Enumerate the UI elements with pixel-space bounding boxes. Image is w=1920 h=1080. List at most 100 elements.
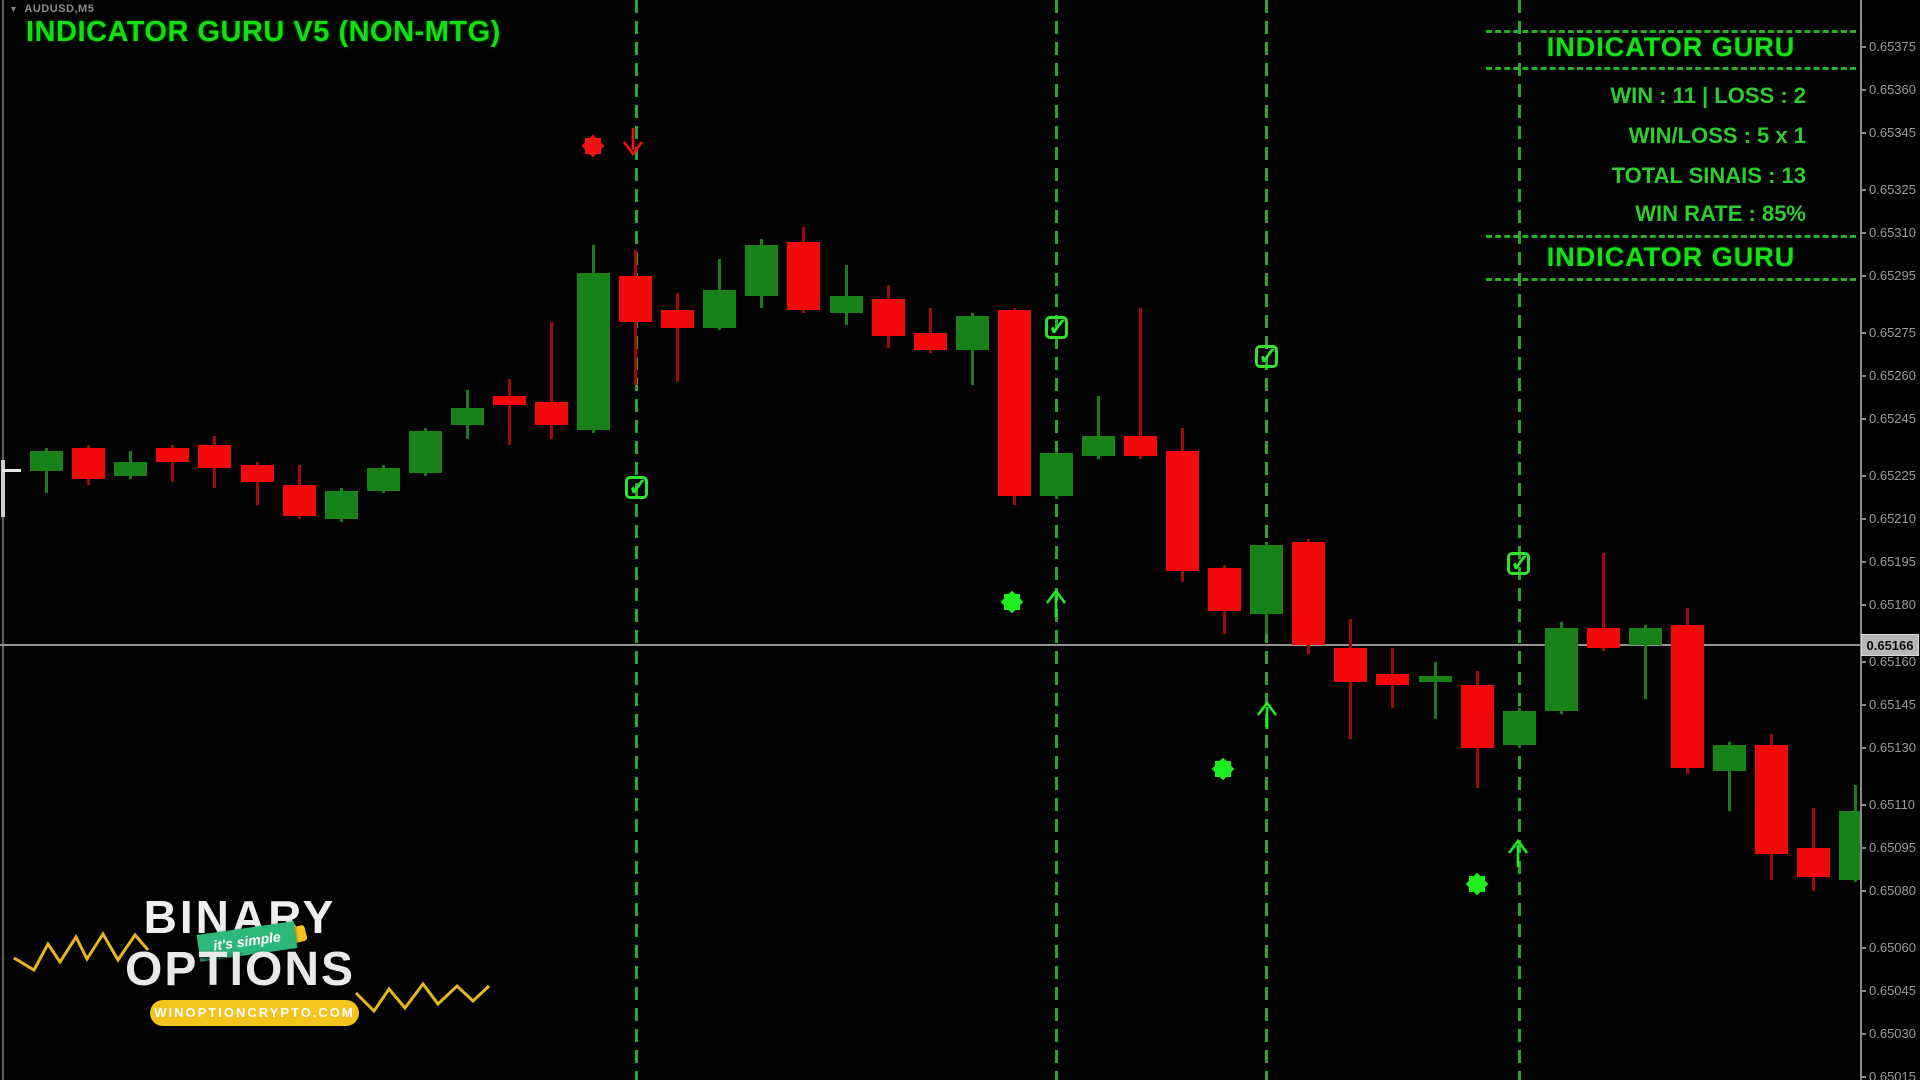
candle-wick bbox=[844, 264, 848, 325]
candle bbox=[913, 333, 947, 351]
candle bbox=[787, 241, 821, 311]
panel-divider bbox=[1486, 67, 1856, 70]
win-checkbox-icon: ✓ bbox=[1255, 345, 1278, 369]
axis-tick bbox=[1860, 46, 1866, 49]
arrow-up-icon bbox=[1044, 586, 1068, 622]
candle bbox=[997, 310, 1031, 497]
axis-tick bbox=[1860, 889, 1866, 892]
panel-footer: INDICATOR GURU bbox=[1546, 242, 1796, 272]
price-axis-label: 0.65045 bbox=[1869, 983, 1916, 999]
symbol-label[interactable]: ▼ AUDUSD,M5 bbox=[9, 3, 94, 15]
candle bbox=[1460, 685, 1494, 748]
candle bbox=[535, 401, 569, 425]
candle-wick bbox=[928, 307, 932, 354]
arrow-up-icon bbox=[1255, 698, 1279, 734]
binary-options-watermark: BINARY it's simple OPTIONS WINOPTIONCRYP… bbox=[0, 880, 520, 1080]
candle bbox=[703, 290, 737, 328]
axis-tick bbox=[1860, 332, 1866, 335]
signal-star-icon bbox=[581, 134, 605, 158]
signal-vertical-line bbox=[1054, 0, 1058, 1080]
candle bbox=[1166, 450, 1200, 571]
axis-tick bbox=[1860, 746, 1866, 749]
price-axis-label: 0.65130 bbox=[1869, 739, 1916, 755]
axis-tick bbox=[1860, 375, 1866, 378]
candle-wick bbox=[1139, 307, 1143, 460]
candle-wick bbox=[1728, 742, 1731, 811]
axis-tick bbox=[1860, 189, 1866, 192]
chart-left-border-highlight bbox=[1, 460, 5, 517]
win-checkbox-icon: ✓ bbox=[625, 476, 648, 500]
axis-tick bbox=[1860, 232, 1866, 235]
win-checkbox-icon: ✓ bbox=[1507, 552, 1530, 576]
candle bbox=[240, 464, 274, 482]
current-price-label: 0.65166 bbox=[1861, 634, 1919, 656]
signal-vertical-line bbox=[1517, 0, 1521, 1080]
candle bbox=[1586, 627, 1620, 648]
candle-wick bbox=[1096, 396, 1100, 460]
price-axis-label: 0.65345 bbox=[1869, 125, 1916, 141]
price-axis-label: 0.65080 bbox=[1869, 882, 1916, 898]
axis-tick bbox=[1860, 518, 1866, 521]
axis-tick bbox=[1860, 1075, 1866, 1078]
candle bbox=[829, 296, 863, 314]
axis-tick bbox=[1860, 847, 1866, 850]
candle bbox=[1250, 544, 1284, 614]
price-axis-label: 0.65225 bbox=[1869, 468, 1916, 484]
axis-tick bbox=[1860, 603, 1866, 606]
candle-wick bbox=[1601, 553, 1605, 651]
panel-header: INDICATOR GURU bbox=[1546, 32, 1796, 62]
price-axis-label: 0.65030 bbox=[1869, 1025, 1916, 1041]
indicator-watermark-title: INDICATOR GURU V5 (NON-MTG) bbox=[26, 16, 501, 48]
price-axis-label: 0.65325 bbox=[1869, 182, 1916, 198]
panel-divider bbox=[1486, 235, 1856, 238]
axis-tick bbox=[1860, 1032, 1866, 1035]
signal-vertical-line bbox=[1264, 0, 1268, 1080]
candle bbox=[1418, 676, 1452, 683]
chevron-down-icon[interactable]: ▼ bbox=[9, 4, 19, 14]
win-checkbox-icon: ✓ bbox=[1045, 316, 1068, 340]
arrow-up-icon bbox=[1506, 836, 1530, 872]
candle bbox=[1039, 453, 1073, 497]
axis-tick bbox=[1860, 275, 1866, 278]
website-button: WINOPTIONCRYPTO.COM bbox=[150, 1000, 359, 1026]
candle bbox=[1292, 542, 1326, 645]
price-axis[interactable]: 0.65166 0.65375 0.65360 0.65345 0.65325 0.65… bbox=[1860, 0, 1920, 1080]
candle bbox=[114, 461, 148, 477]
candle bbox=[955, 316, 989, 351]
price-axis-label: 0.65275 bbox=[1869, 325, 1916, 341]
price-axis-label: 0.65095 bbox=[1869, 840, 1916, 856]
candle bbox=[1713, 745, 1746, 771]
axis-tick bbox=[1860, 561, 1866, 564]
candle bbox=[1124, 436, 1158, 457]
chart-area[interactable]: ✓ ✓ ✓ ✓ bbox=[0, 0, 1860, 1080]
candle bbox=[1502, 710, 1536, 746]
signal-star-icon bbox=[1000, 590, 1024, 614]
axis-tick bbox=[1860, 89, 1866, 92]
current-price-line bbox=[0, 644, 1860, 646]
candle bbox=[198, 444, 232, 468]
stat-win-loss-count: WIN : 11 | LOSS : 2 bbox=[1610, 83, 1806, 108]
candle-wick bbox=[676, 293, 680, 382]
arrow-down-icon bbox=[621, 123, 645, 159]
candle-wick bbox=[1643, 624, 1647, 700]
candle bbox=[577, 273, 611, 431]
price-axis-label: 0.65110 bbox=[1869, 797, 1916, 813]
candle bbox=[619, 276, 653, 322]
stat-win-loss-ratio: WIN/LOSS : 5 x 1 bbox=[1628, 123, 1806, 148]
candle bbox=[1334, 647, 1368, 683]
stat-win-rate: WIN RATE : 85% bbox=[1635, 201, 1806, 226]
price-axis-label: 0.65360 bbox=[1869, 82, 1916, 98]
candle-wick bbox=[171, 444, 175, 482]
price-axis-line bbox=[1860, 0, 1862, 1080]
price-axis-label: 0.65195 bbox=[1869, 554, 1916, 570]
candle-wick bbox=[507, 379, 511, 445]
price-axis-label: 0.65145 bbox=[1869, 697, 1916, 713]
candle-wick bbox=[45, 447, 49, 494]
candle bbox=[1797, 848, 1831, 877]
panel-divider bbox=[1486, 278, 1856, 281]
candle-wick bbox=[550, 321, 554, 440]
candle bbox=[366, 467, 400, 491]
candle bbox=[1544, 627, 1578, 711]
price-axis-label: 0.65060 bbox=[1869, 940, 1916, 956]
